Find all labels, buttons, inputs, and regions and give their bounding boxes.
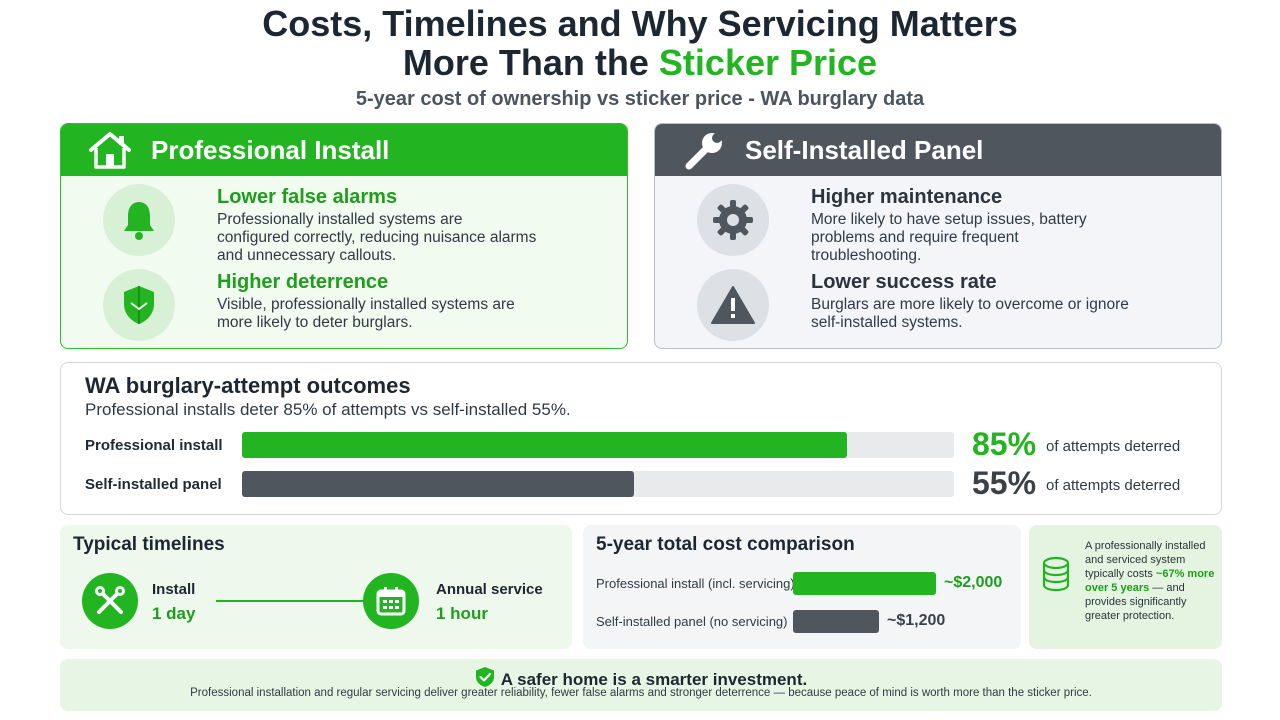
- note-text-after: — and provides significantly greater pro…: [1085, 582, 1187, 622]
- feature-description: Professionally installed systems are con…: [217, 211, 537, 264]
- feature-title: Higher deterrence: [217, 271, 389, 293]
- outcome-note: of attempts deterred: [1046, 438, 1181, 455]
- timelines-card: Typical timelines Install 1 day Annual s…: [60, 525, 572, 649]
- professional-title: Professional Install: [151, 134, 390, 165]
- feature-lower-success-rate: Lower success rate Burglars are more lik…: [697, 269, 1217, 348]
- cost-title: 5-year total cost comparison: [596, 534, 855, 555]
- service-duration: 1 hour: [436, 604, 488, 623]
- service-icon-circle: [363, 573, 419, 629]
- self-installed-header: Self-Installed Panel: [655, 124, 1221, 176]
- shield-check-icon: [475, 667, 494, 687]
- self-installed-panel: Self-Installed Panel Higher maintenance …: [654, 123, 1222, 349]
- feature-icon-circle: [103, 184, 175, 256]
- outcome-row-professional: Professional install 85% of attempts det…: [85, 426, 1215, 462]
- feature-description: More likely to have setup issues, batter…: [811, 211, 1087, 264]
- install-icon-circle: [82, 573, 138, 629]
- title-accent: Sticker Price: [658, 42, 878, 83]
- feature-description: Visible, professionally installed system…: [217, 296, 515, 331]
- feature-higher-maintenance: Higher maintenance More likely to have s…: [697, 184, 1217, 264]
- outcomes-subtitle: Professional installs deter 85% of attem…: [85, 400, 571, 419]
- feature-title: Higher maintenance: [811, 186, 1003, 208]
- cost-bar: [793, 572, 936, 595]
- bell-icon: [124, 202, 154, 240]
- feature-icon-circle: [697, 269, 769, 341]
- install-duration: 1 day: [152, 604, 196, 623]
- burglary-outcomes-section: WA burglary-attempt outcomes Professiona…: [60, 362, 1222, 515]
- outcome-bar-track: [242, 471, 954, 497]
- cost-value: ~$2,000: [944, 574, 1003, 591]
- page-title: Costs, Timelines and Why Servicing Matte…: [0, 4, 1280, 82]
- install-label: Install: [152, 581, 196, 598]
- cost-bar: [793, 610, 879, 633]
- footer-headline-row: A safer home is a smarter investment.: [60, 666, 1222, 690]
- warning-icon: [711, 286, 755, 324]
- outcome-note: of attempts deterred: [1046, 477, 1181, 494]
- note-highlight: ~67% more over 5 years: [1085, 568, 1215, 594]
- gear-icon: [713, 200, 753, 240]
- cost-note-text: A professionally installed and serviced …: [1085, 539, 1217, 623]
- timeline-connector: [216, 600, 366, 602]
- feature-icon-circle: [697, 184, 769, 256]
- self-installed-title: Self-Installed Panel: [745, 134, 984, 165]
- feature-icon-circle: [103, 269, 175, 341]
- outcome-label: Professional install: [85, 437, 223, 454]
- professional-header: Professional Install: [61, 124, 627, 176]
- tools-icon: [95, 586, 125, 614]
- cost-label: Professional install (incl. servicing): [596, 576, 795, 591]
- cost-label: Self-installed panel (no servicing): [596, 614, 788, 629]
- feature-title: Lower false alarms: [217, 186, 398, 208]
- house-icon: [89, 132, 131, 169]
- professional-panel: Professional Install Lower false alarms …: [60, 123, 628, 349]
- outcome-bar-fill: [242, 471, 634, 497]
- timelines-title: Typical timelines: [73, 534, 225, 555]
- title-line-1: Costs, Timelines and Why Servicing Matte…: [262, 3, 1018, 44]
- footer-headline: A safer home is a smarter investment.: [500, 670, 808, 689]
- feature-description: Burglars are more likely to overcome or …: [811, 296, 1129, 331]
- shield-icon: [124, 286, 154, 324]
- calendar-icon: [376, 587, 406, 616]
- service-label: Annual service: [436, 581, 543, 598]
- cost-comparison-card: 5-year total cost comparison Professiona…: [583, 525, 1021, 649]
- cost-value: ~$1,200: [887, 612, 946, 629]
- note-text-before: A professionally installed and serviced …: [1085, 540, 1206, 580]
- feature-lower-false-alarms: Lower false alarms Professionally instal…: [103, 184, 623, 264]
- coins-icon: [1042, 556, 1070, 592]
- title-line-2-prefix: More Than the: [402, 42, 659, 83]
- page-subtitle: 5-year cost of ownership vs sticker pric…: [355, 88, 925, 110]
- footer-banner: A safer home is a smarter investment. Pr…: [60, 659, 1222, 711]
- cost-note-card: A professionally installed and serviced …: [1029, 525, 1222, 649]
- outcomes-title: WA burglary-attempt outcomes: [85, 373, 411, 398]
- footer-subline: Professional installation and regular se…: [190, 687, 1092, 699]
- outcome-percent: 85%: [972, 426, 1037, 462]
- title-line-2: More Than the Sticker Price: [0, 43, 1280, 82]
- outcome-label: Self-installed panel: [85, 476, 222, 493]
- outcome-percent: 55%: [972, 465, 1037, 501]
- outcome-bar-track: [242, 432, 954, 458]
- feature-title: Lower success rate: [811, 271, 997, 293]
- outcome-bar-fill: [242, 432, 848, 458]
- outcome-row-self-installed: Self-installed panel 55% of attempts det…: [85, 465, 1215, 501]
- feature-higher-deterrence: Higher deterrence Visible, professionall…: [103, 269, 623, 348]
- wrench-icon: [685, 133, 722, 170]
